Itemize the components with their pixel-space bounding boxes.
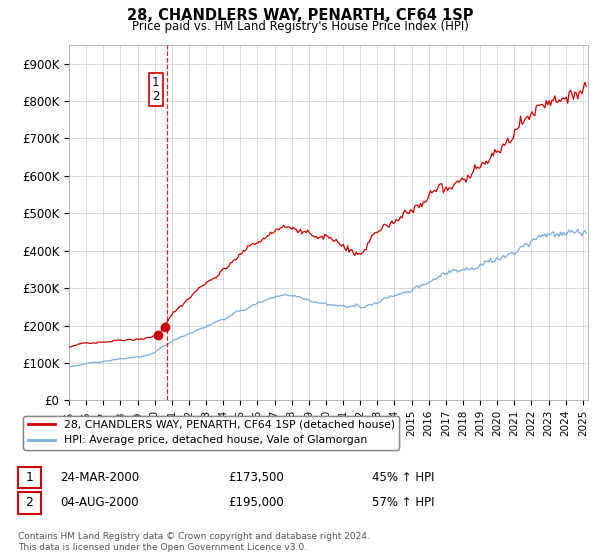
Text: 45% ↑ HPI: 45% ↑ HPI bbox=[372, 470, 434, 484]
Text: 04-AUG-2000: 04-AUG-2000 bbox=[60, 496, 139, 509]
Legend: 28, CHANDLERS WAY, PENARTH, CF64 1SP (detached house), HPI: Average price, detac: 28, CHANDLERS WAY, PENARTH, CF64 1SP (de… bbox=[23, 416, 399, 450]
Text: 1: 1 bbox=[25, 471, 34, 484]
Text: Price paid vs. HM Land Registry's House Price Index (HPI): Price paid vs. HM Land Registry's House … bbox=[131, 20, 469, 33]
Text: 28, CHANDLERS WAY, PENARTH, CF64 1SP: 28, CHANDLERS WAY, PENARTH, CF64 1SP bbox=[127, 8, 473, 24]
Text: 24-MAR-2000: 24-MAR-2000 bbox=[60, 470, 139, 484]
Text: Contains HM Land Registry data © Crown copyright and database right 2024.: Contains HM Land Registry data © Crown c… bbox=[18, 532, 370, 541]
Text: 2: 2 bbox=[25, 496, 34, 510]
Text: £195,000: £195,000 bbox=[228, 496, 284, 509]
Text: £173,500: £173,500 bbox=[228, 470, 284, 484]
Text: 57% ↑ HPI: 57% ↑ HPI bbox=[372, 496, 434, 509]
Text: This data is licensed under the Open Government Licence v3.0.: This data is licensed under the Open Gov… bbox=[18, 543, 307, 552]
Text: 1
2: 1 2 bbox=[152, 76, 160, 103]
